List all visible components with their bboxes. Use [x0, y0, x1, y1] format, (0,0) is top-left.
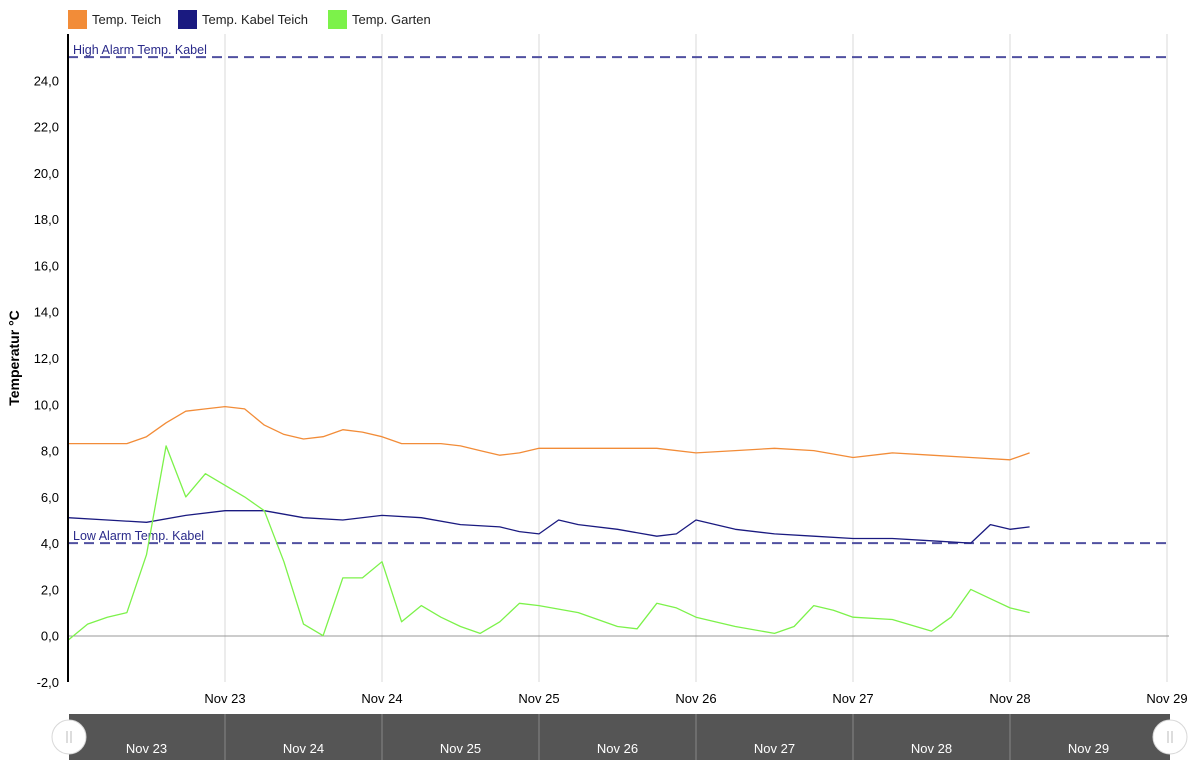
legend-swatch-teich: [68, 10, 87, 29]
y-tick-label: 18,0: [34, 212, 59, 227]
navigator-label: Nov 24: [283, 741, 324, 756]
alarm-lines: High Alarm Temp. Kabel Low Alarm Temp. Ka…: [68, 43, 1169, 545]
y-tick-label: 20,0: [34, 166, 59, 181]
alarm-label: Low Alarm Temp. Kabel: [73, 529, 204, 543]
vertical-grid: [224, 34, 1168, 682]
navigator-label: Nov 28: [911, 741, 952, 756]
navigator-band[interactable]: [69, 714, 1170, 760]
x-tick-label: Nov 23: [204, 691, 245, 706]
y-tick-label: 16,0: [34, 258, 59, 273]
navigator-handle-left[interactable]: [51, 719, 87, 755]
legend-label-teich: Temp. Teich: [92, 12, 161, 27]
navigator-label: Nov 29: [1068, 741, 1109, 756]
y-tick-label: 0,0: [41, 629, 59, 644]
y-tick-label: 4,0: [41, 536, 59, 551]
x-tick-label: Nov 29: [1146, 691, 1187, 706]
y-tick-label: 12,0: [34, 351, 59, 366]
navigator-label: Nov 25: [440, 741, 481, 756]
x-tick-label: Nov 24: [361, 691, 402, 706]
y-tick-label: 10,0: [34, 397, 59, 412]
legend-item-kabel-teich[interactable]: Temp. Kabel Teich: [178, 10, 308, 29]
y-axis-ticks: -2,0 0,0 2,0 4,0 6,0 8,0 10,0 12,0 14,0 16,0 18,0 2…: [34, 73, 59, 690]
y-tick-label: -2,0: [37, 675, 59, 690]
series-line-1: [67, 510, 1030, 544]
legend-item-garten[interactable]: Temp. Garten: [328, 10, 431, 29]
alarm-label: High Alarm Temp. Kabel: [73, 43, 207, 57]
legend-swatch-garten: [328, 10, 347, 29]
series-line-0: [68, 405, 1030, 461]
x-tick-label: Nov 26: [675, 691, 716, 706]
legend[interactable]: Temp. Teich Temp. Kabel Teich Temp. Gart…: [68, 10, 431, 29]
navigator-label: Nov 26: [597, 741, 638, 756]
y-tick-label: 22,0: [34, 120, 59, 135]
x-tick-label: Nov 27: [832, 691, 873, 706]
navigator-handle-right[interactable]: [1152, 719, 1188, 755]
y-axis-label: Temperatur °C: [6, 310, 22, 406]
legend-item-teich[interactable]: Temp. Teich: [68, 10, 161, 29]
y-tick-label: 6,0: [41, 490, 59, 505]
x-tick-label: Nov 28: [989, 691, 1030, 706]
x-axis-ticks: Nov 23 Nov 24 Nov 25 Nov 26 Nov 27 Nov 28 Nov …: [204, 691, 1187, 706]
navigator-label: Nov 23: [126, 741, 167, 756]
series-lines: [67, 405, 1030, 641]
y-tick-label: 24,0: [34, 73, 59, 88]
series-line-2: [67, 445, 1030, 641]
y-tick-label: 8,0: [41, 444, 59, 459]
navigator[interactable]: Nov 23 Nov 24 Nov 25 Nov 26 Nov 27 Nov 28 Nov …: [51, 714, 1188, 760]
y-tick-label: 2,0: [41, 582, 59, 597]
navigator-label: Nov 27: [754, 741, 795, 756]
legend-label-kabel-teich: Temp. Kabel Teich: [202, 12, 308, 27]
legend-label-garten: Temp. Garten: [352, 12, 431, 27]
navigator-labels: Nov 23 Nov 24 Nov 25 Nov 26 Nov 27 Nov 28 Nov …: [126, 714, 1109, 760]
legend-swatch-kabel-teich: [178, 10, 197, 29]
x-tick-label: Nov 25: [518, 691, 559, 706]
y-tick-label: 14,0: [34, 305, 59, 320]
